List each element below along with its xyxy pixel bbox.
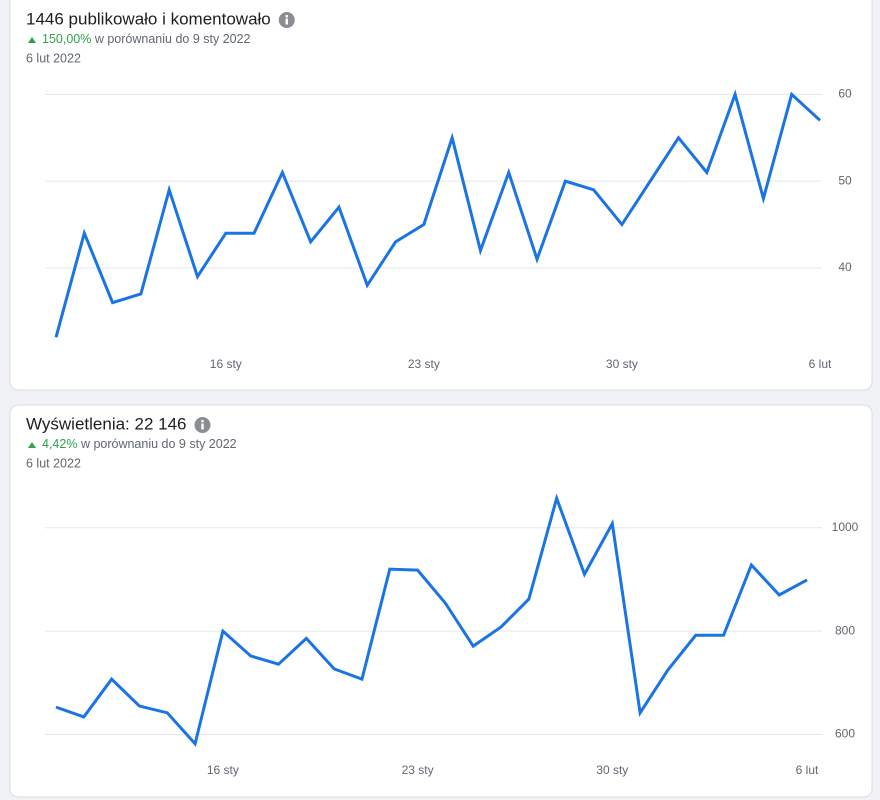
card-title: 1446 publikowało i komentowało: [26, 9, 271, 28]
info-icon-dot: [201, 420, 204, 423]
y-tick-label: 50: [838, 173, 852, 187]
comparison: w porównaniu do 9 sty 2022: [80, 437, 237, 451]
x-tick-label: 6 lut: [809, 357, 832, 371]
info-icon-bar: [201, 423, 204, 430]
x-tick-label: 23 sty: [408, 357, 440, 371]
card: [9, 0, 873, 391]
card: [9, 404, 873, 798]
x-tick-label: 23 sty: [402, 763, 434, 777]
y-tick-label: 800: [835, 623, 855, 637]
x-tick-label: 6 lut: [796, 763, 819, 777]
x-tick-label: 16 sty: [210, 357, 242, 371]
change-value: 150,00%: [42, 32, 91, 46]
date: 6 lut 2022: [26, 51, 81, 65]
x-tick-label: 16 sty: [207, 763, 239, 777]
change-value: 4,42%: [42, 437, 77, 451]
change-line: 4,42% w porównaniu do 9 sty 2022: [42, 437, 237, 451]
x-tick-label: 30 sty: [596, 763, 628, 777]
y-tick-label: 60: [838, 87, 852, 101]
y-tick-label: 40: [838, 260, 852, 274]
comparison: w porównaniu do 9 sty 2022: [94, 32, 251, 46]
change-line: 150,00% w porównaniu do 9 sty 2022: [42, 32, 251, 46]
info-icon-bar: [285, 18, 288, 25]
card-title: Wyświetlenia: 22 146: [26, 414, 187, 433]
y-tick-label: 600: [835, 727, 855, 741]
y-tick-label: 1000: [832, 520, 859, 534]
date: 6 lut 2022: [26, 456, 81, 470]
line: [55, 493, 808, 747]
up-arrow: [28, 442, 36, 448]
x-tick-label: 30 sty: [606, 357, 638, 371]
up-arrow: [28, 37, 36, 43]
info-icon-dot: [285, 15, 288, 18]
line: [54, 89, 822, 338]
